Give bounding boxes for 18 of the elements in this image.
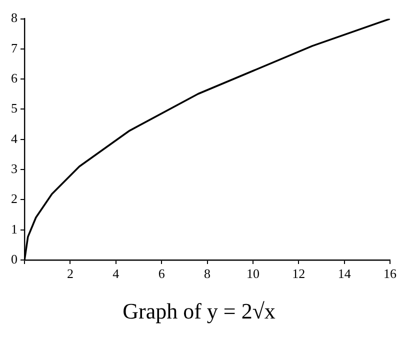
y-tick-label: 2 xyxy=(11,191,18,206)
y-tick-label: 0 xyxy=(11,251,18,266)
x-tick-label: 10 xyxy=(246,266,260,282)
x-tick-label: 4 xyxy=(112,266,120,282)
x-tick-label: 2 xyxy=(66,266,74,282)
x-tick-label: 8 xyxy=(204,266,210,282)
y-tick-label: 4 xyxy=(11,130,18,146)
x-tick-label: 14 xyxy=(338,266,352,282)
y-tick-label: 8 xyxy=(11,10,18,26)
y-tick-label: 3 xyxy=(11,160,18,176)
x-tick-label: 12 xyxy=(292,266,306,282)
y-tick-label: 7 xyxy=(11,40,18,56)
y-tick-label: 5 xyxy=(11,100,18,116)
y-tick-label: 6 xyxy=(11,70,18,86)
text: Graph of y = 2√x xyxy=(122,298,276,324)
y-tick-label: 1 xyxy=(11,221,18,236)
x-tick-label: 6 xyxy=(158,266,166,282)
x-tick-label: 16 xyxy=(384,266,397,282)
